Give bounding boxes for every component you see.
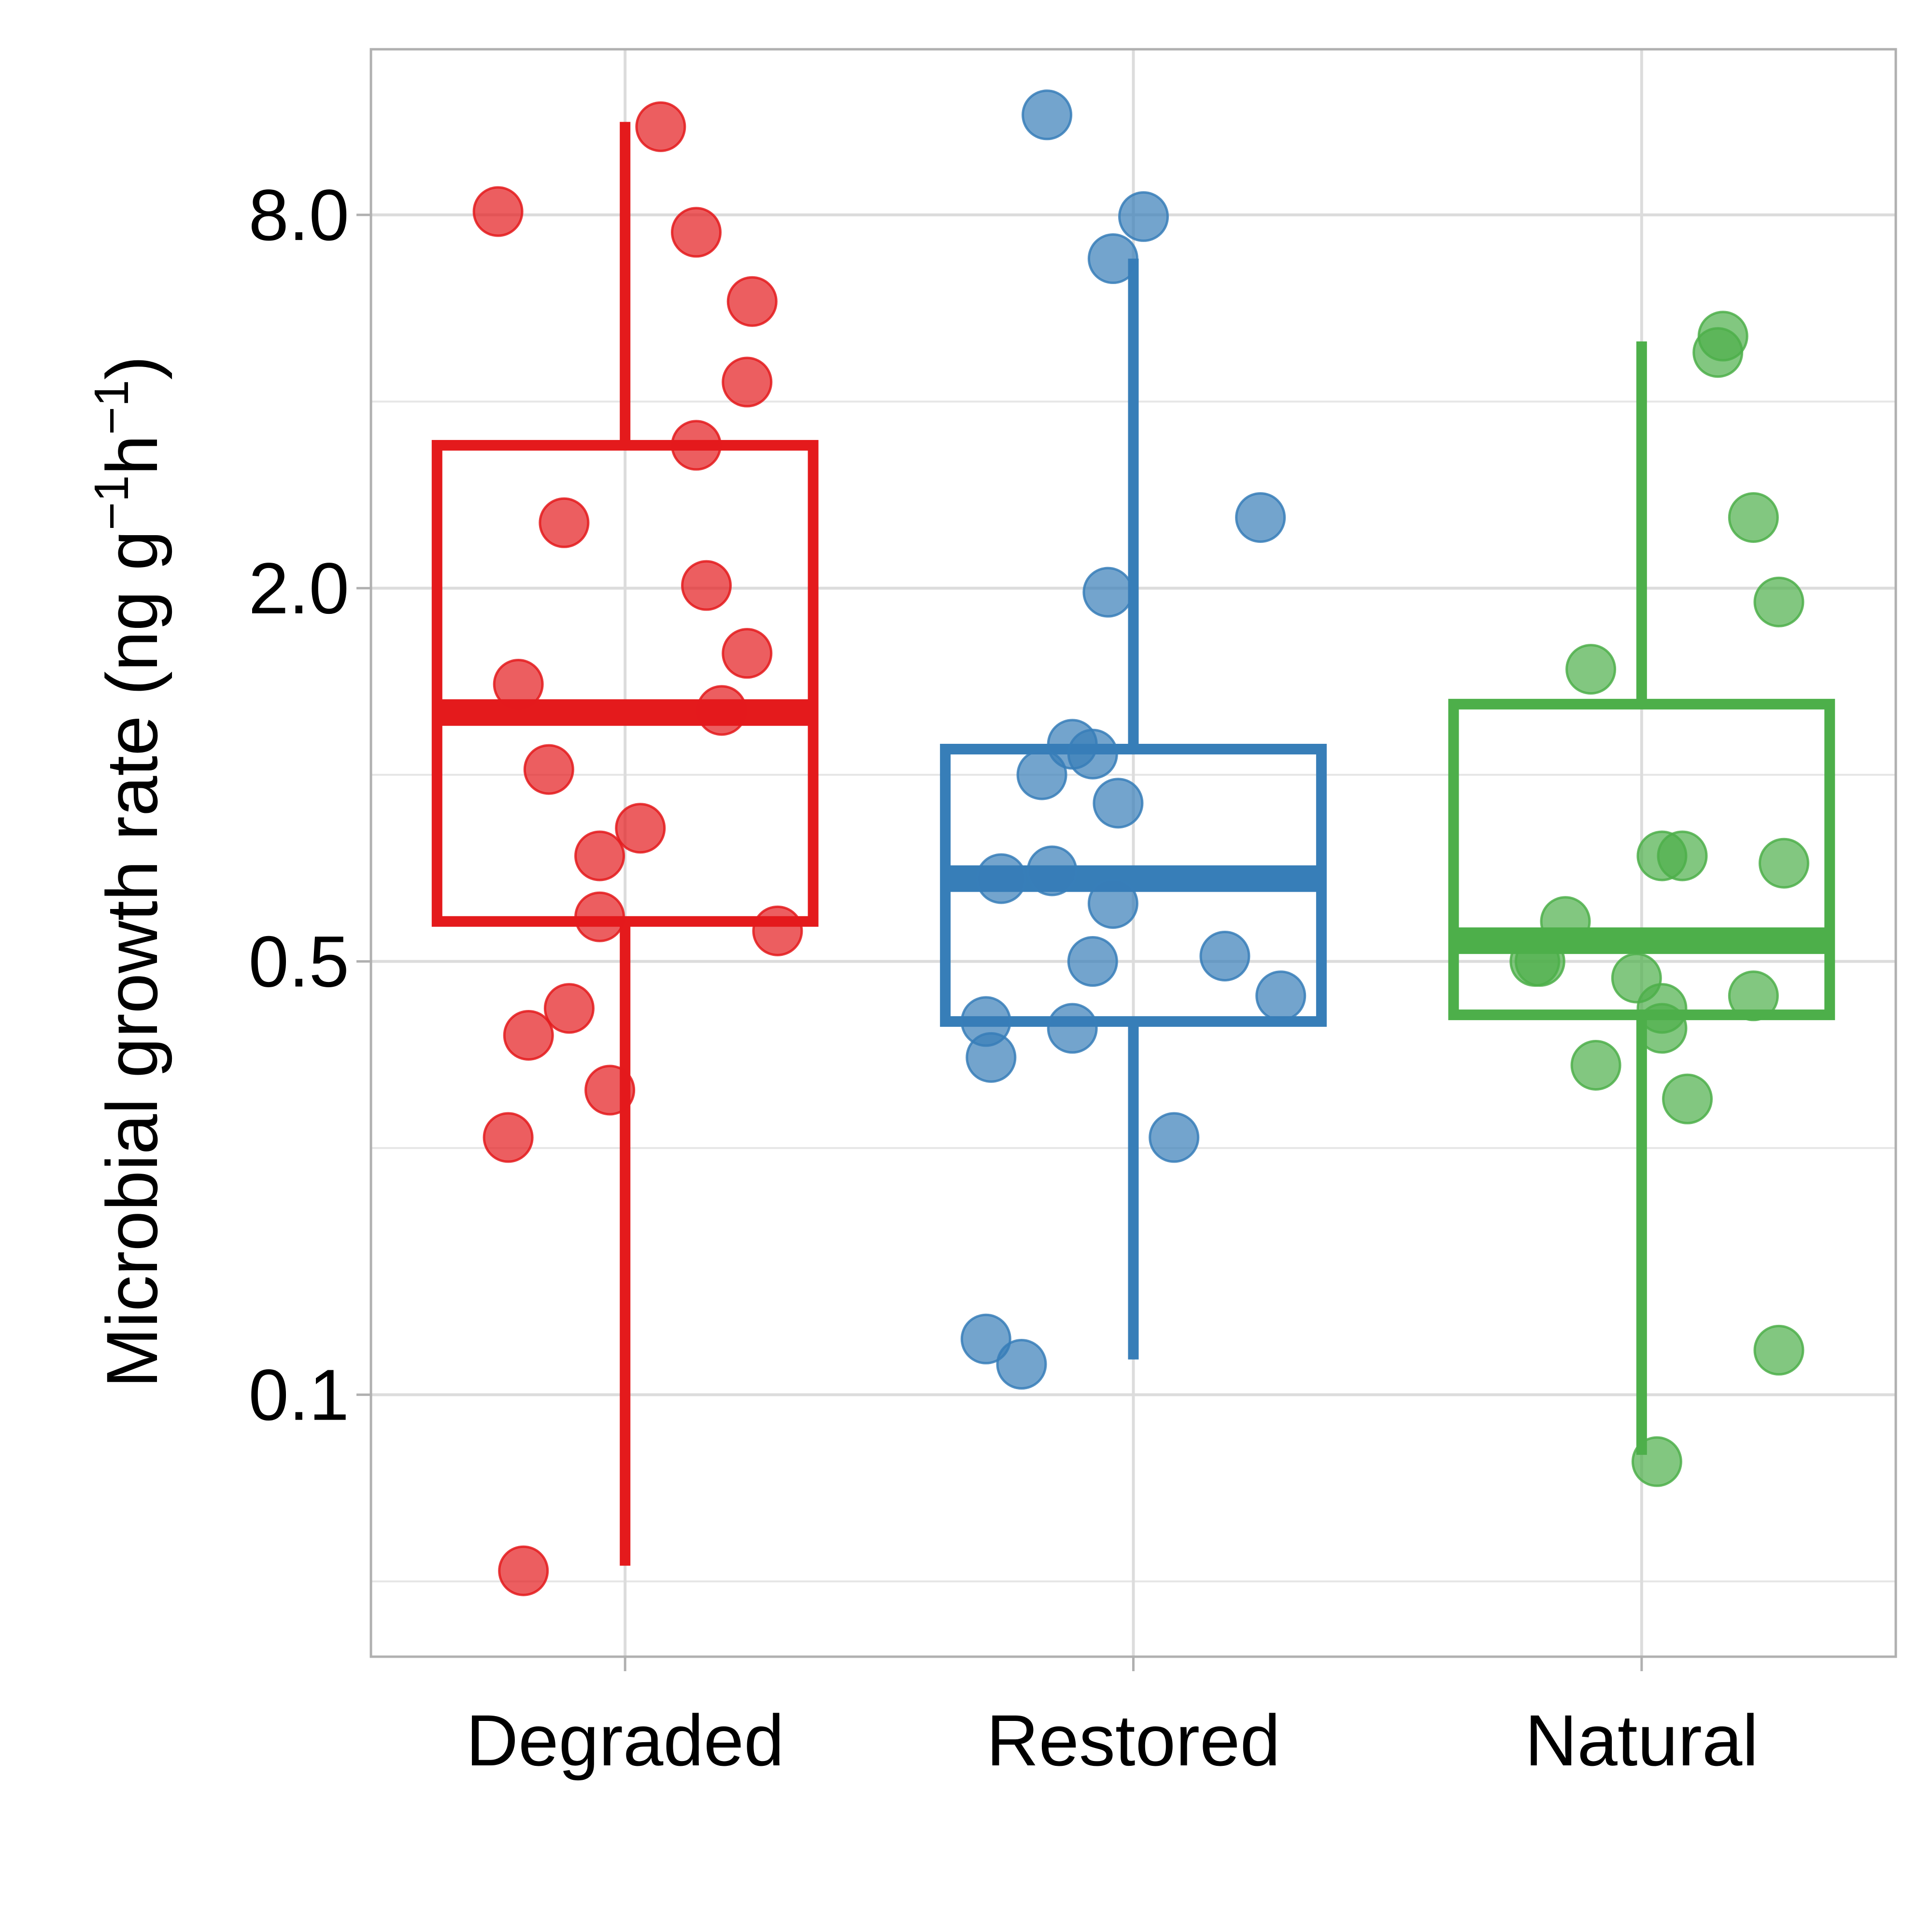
data-point — [996, 1339, 1047, 1390]
data-point — [722, 628, 773, 679]
data-point — [1728, 970, 1779, 1022]
data-point — [752, 905, 803, 956]
x-tick-label: Natural — [1525, 1700, 1759, 1781]
data-points — [472, 89, 1809, 1596]
data-point — [1093, 778, 1144, 829]
box-degraded — [431, 122, 819, 1566]
data-point — [1047, 1003, 1098, 1054]
y-tick-label: 8.0 — [248, 174, 349, 256]
data-point — [1692, 327, 1744, 378]
data-point — [498, 1545, 549, 1596]
data-point — [1255, 970, 1307, 1022]
data-point — [1118, 191, 1169, 242]
data-point — [615, 803, 666, 854]
data-point — [1199, 930, 1250, 981]
data-point — [1082, 567, 1134, 618]
data-point — [1636, 1003, 1688, 1054]
y-tick-label: 0.5 — [248, 921, 349, 1002]
points-degraded — [472, 101, 803, 1596]
data-point — [1016, 749, 1067, 800]
data-point — [976, 853, 1027, 904]
data-point — [1067, 728, 1118, 780]
y-tick-label: 0.1 — [248, 1354, 349, 1435]
data-point — [1067, 936, 1118, 987]
data-point — [543, 983, 595, 1034]
data-point — [539, 497, 590, 548]
data-point — [1753, 576, 1804, 627]
data-point — [1514, 936, 1565, 987]
data-point — [960, 1313, 1011, 1364]
data-point — [1235, 492, 1286, 543]
data-point — [523, 744, 574, 795]
data-point — [696, 685, 747, 736]
data-point — [726, 276, 778, 327]
data-point — [493, 659, 544, 710]
interquartile-box — [431, 440, 819, 927]
data-point — [574, 830, 625, 881]
data-point — [1570, 1039, 1621, 1091]
data-point — [1087, 878, 1138, 929]
data-point — [722, 356, 773, 408]
box-natural — [1448, 341, 1835, 1455]
data-point — [1728, 492, 1779, 543]
data-point — [681, 560, 732, 611]
data-point — [1540, 896, 1591, 947]
data-point — [635, 101, 686, 152]
data-point — [472, 186, 524, 237]
y-axis-title: Microbial growth rate (ng g−1h−1) — [85, 355, 172, 1388]
points-restored — [960, 89, 1307, 1390]
points-natural — [1509, 311, 1809, 1487]
y-tick-label: 2.0 — [248, 548, 349, 629]
data-point — [670, 420, 722, 471]
data-point — [1149, 1112, 1200, 1163]
x-tick-label: Restored — [986, 1700, 1280, 1781]
data-point — [1753, 1324, 1804, 1376]
data-point — [1022, 89, 1073, 141]
data-point — [1026, 845, 1078, 896]
data-point — [1087, 233, 1138, 284]
data-point — [584, 1065, 636, 1116]
data-point — [1758, 838, 1809, 889]
data-point — [966, 1032, 1017, 1083]
data-point — [1662, 1073, 1713, 1124]
x-tick-label: Degraded — [466, 1700, 784, 1781]
data-point — [483, 1112, 534, 1163]
data-point — [574, 891, 625, 942]
axes: 0.1 0.5 2.0 8.0 Degraded Restored Natural — [248, 174, 1758, 1781]
data-point — [503, 1009, 554, 1061]
data-point — [1657, 830, 1708, 881]
data-point — [1565, 644, 1617, 695]
data-point — [670, 207, 722, 258]
data-point — [1631, 1436, 1682, 1487]
